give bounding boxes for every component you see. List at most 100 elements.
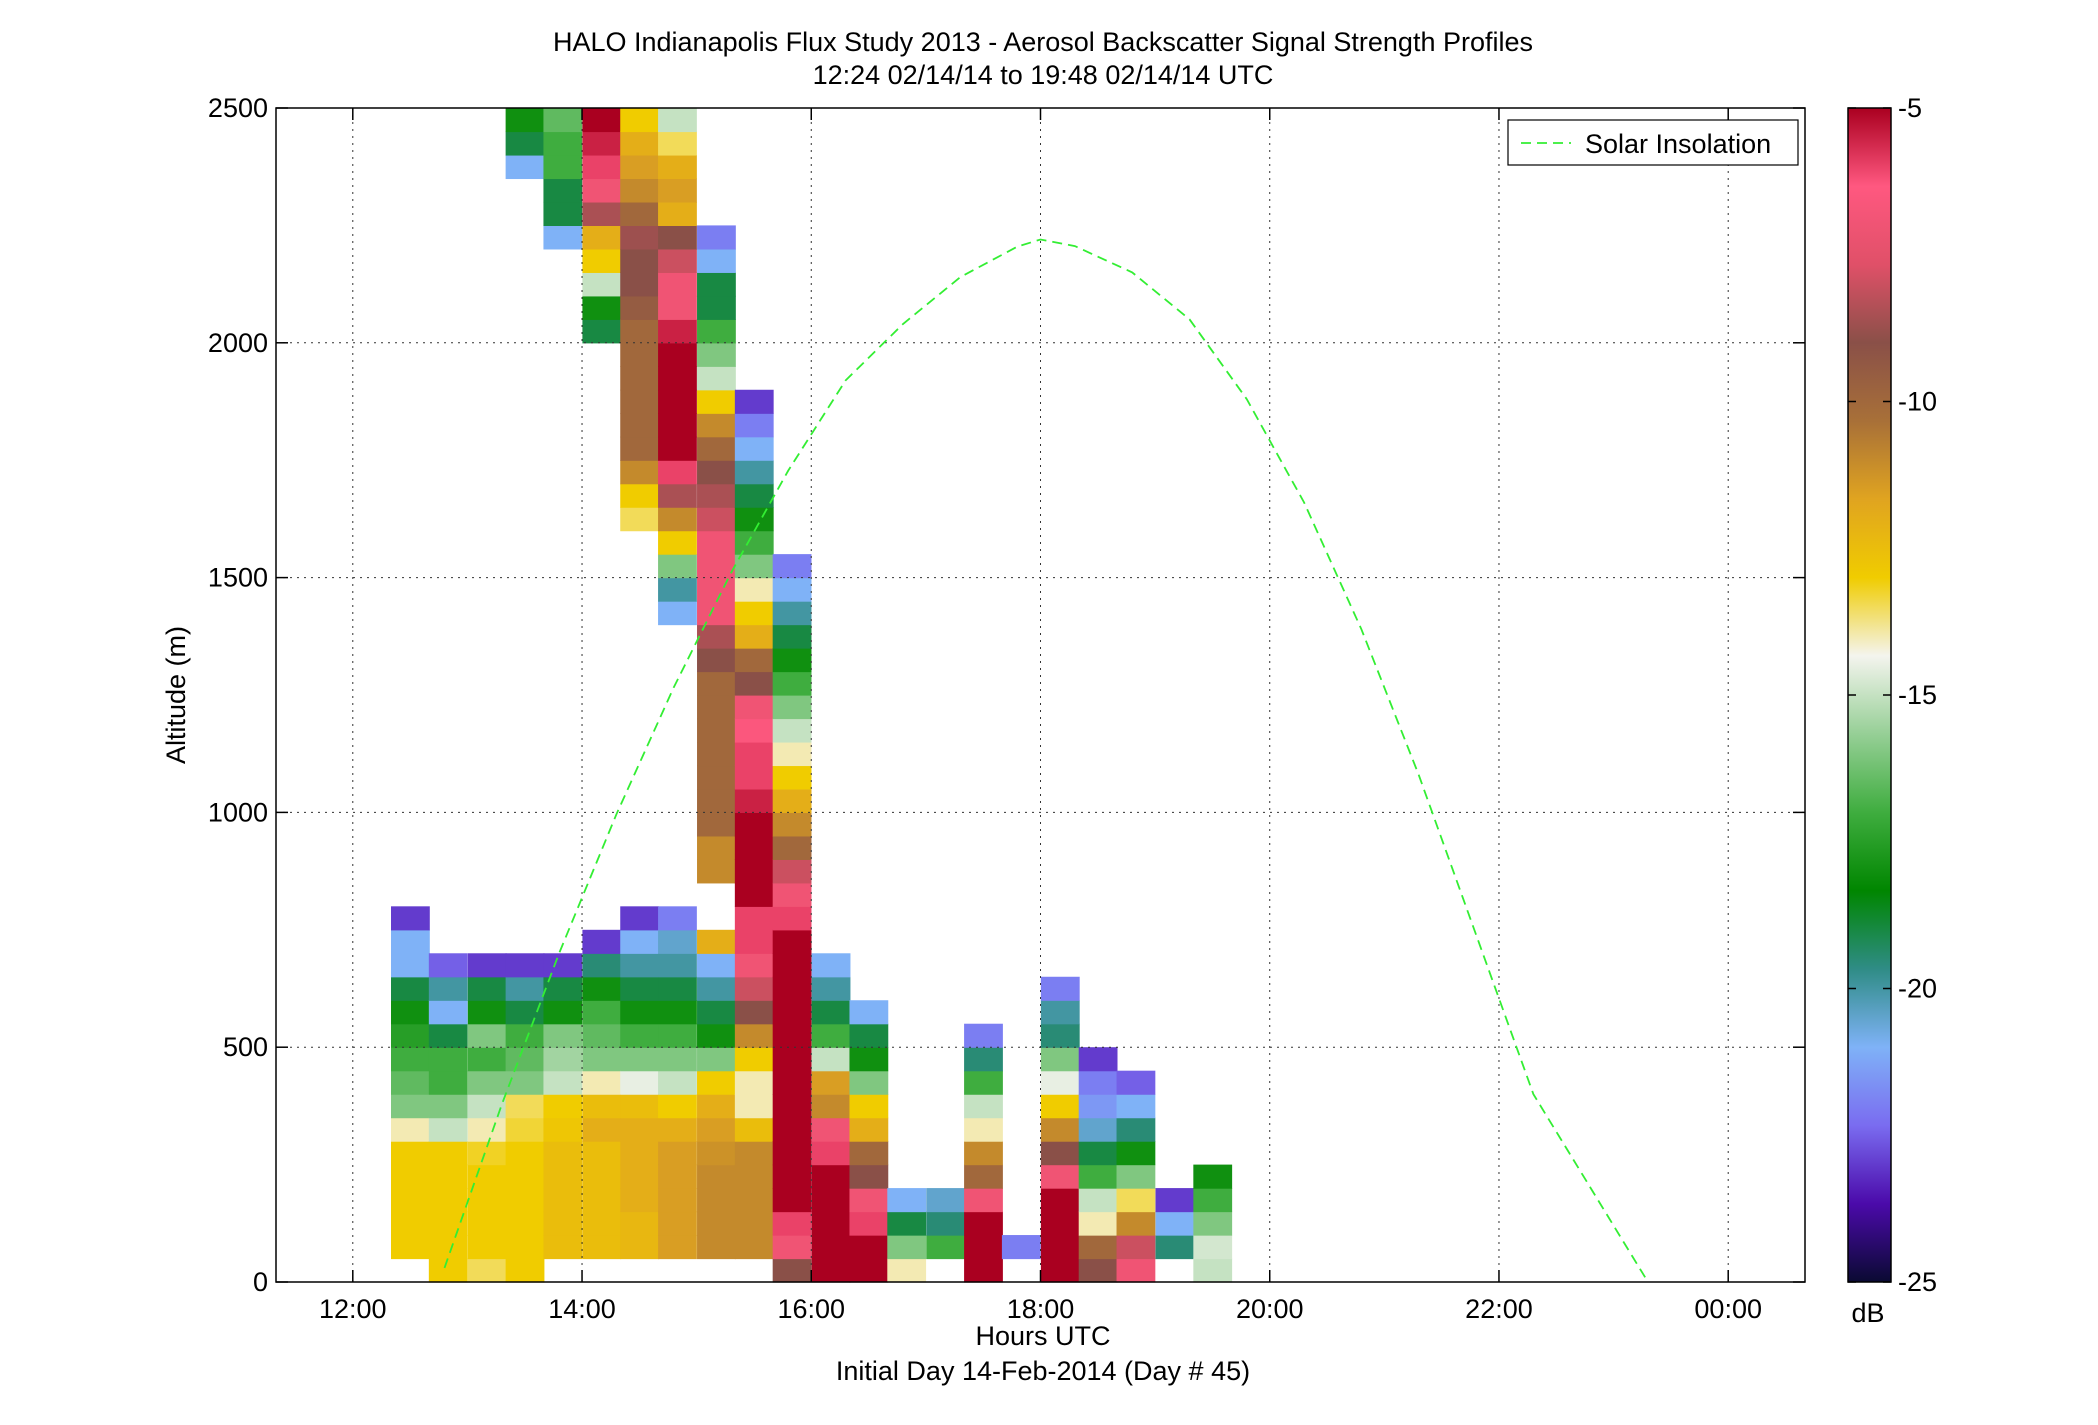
heatmap-cell: [849, 1211, 889, 1236]
heatmap-cell: [1116, 1188, 1156, 1213]
heatmap-cell: [620, 906, 660, 931]
heatmap-cell: [658, 436, 697, 461]
heatmap-cell: [620, 929, 660, 954]
heatmap-cell: [543, 131, 583, 156]
heatmap-cell: [582, 1023, 622, 1048]
heatmap-cell: [658, 1117, 697, 1142]
heatmap-cell: [964, 1094, 1003, 1119]
heatmap-cell: [849, 1235, 889, 1260]
heatmap-cell: [1001, 1235, 1041, 1260]
heatmap-cell: [658, 295, 697, 320]
y-axis-label: Altitude (m): [161, 626, 191, 764]
heatmap-cell: [1040, 1235, 1080, 1260]
heatmap-cell: [582, 201, 622, 226]
heatmap-cell: [734, 741, 774, 767]
heatmap-cell: [428, 1000, 468, 1025]
heatmap-cell: [658, 530, 697, 555]
colorbar: -25 -20 -15 -10 -5 dB: [1847, 93, 1937, 1328]
heatmap-cell: [1155, 1211, 1195, 1236]
heatmap-cell: [582, 1070, 622, 1095]
heatmap-cell: [697, 413, 736, 438]
heatmap-cell: [734, 1000, 774, 1025]
heatmap-cell: [697, 436, 736, 461]
y-tick-label: 2000: [208, 328, 268, 358]
heatmap-cell: [391, 1070, 430, 1095]
heatmap-cell: [620, 1023, 660, 1048]
solar-insolation-line: [443, 238, 1649, 1283]
y-tick-label: 1000: [208, 797, 268, 827]
chart-subtitle: 12:24 02/14/14 to 19:48 02/14/14 UTC: [813, 60, 1274, 90]
heatmap-cell: [620, 1211, 660, 1236]
heatmap-cell: [505, 1235, 545, 1260]
heatmap-cell: [620, 1188, 660, 1213]
heatmap-cell: [811, 1117, 851, 1142]
heatmap-cell: [428, 1047, 468, 1072]
heatmap-cell: [772, 1235, 812, 1260]
heatmap-cell: [964, 1141, 1003, 1166]
heatmap-cell: [620, 1235, 660, 1260]
heatmap-cell: [658, 507, 697, 532]
heatmap-cell: [582, 319, 622, 344]
heatmap-cell: [734, 1164, 774, 1189]
heatmap-cell: [811, 1141, 851, 1166]
heatmap-cell: [734, 1141, 774, 1166]
heatmap-cell: [543, 1023, 583, 1048]
heatmap-cell: [734, 554, 774, 579]
heatmap-cell: [543, 1070, 583, 1095]
heatmap-cell: [811, 1070, 851, 1095]
heatmap-cell: [658, 1023, 697, 1048]
heatmap-cell: [697, 1164, 736, 1189]
heatmap-cell: [620, 131, 660, 156]
heatmap-cell: [428, 1258, 468, 1283]
heatmap-cell: [1116, 1164, 1156, 1189]
heatmap-cell: [697, 483, 736, 508]
heatmap-cell: [620, 389, 660, 414]
heatmap-cell: [658, 108, 697, 133]
heatmap-cell: [849, 1000, 889, 1025]
heatmap-cell: [697, 812, 736, 837]
heatmap-cell: [772, 835, 812, 860]
heatmap-cell: [734, 389, 774, 414]
heatmap-cell: [772, 577, 812, 602]
heatmap-cell: [697, 765, 736, 790]
heatmap-cell: [734, 929, 774, 954]
heatmap-cell: [734, 953, 774, 978]
heatmap-cell: [620, 1000, 660, 1025]
x-tick-label: 16:00: [777, 1294, 845, 1324]
heatmap-cell: [1155, 1188, 1195, 1213]
heatmap-cell: [505, 1070, 545, 1095]
heatmap-cell: [734, 507, 774, 532]
heatmap-cell: [467, 1047, 507, 1072]
heatmap-cell: [658, 1235, 697, 1260]
heatmap-cell: [582, 248, 622, 273]
heatmap-cell: [811, 1023, 851, 1048]
heatmap-cell: [887, 1258, 927, 1283]
heatmap-cell: [772, 718, 812, 743]
heatmap-cell: [620, 319, 660, 344]
heatmap-cell: [582, 1094, 622, 1119]
heatmap-cell: [697, 342, 736, 367]
heatmap-cell: [391, 1164, 430, 1189]
heatmap-cell: [467, 1070, 507, 1095]
heatmap-cell: [1040, 1258, 1080, 1283]
solar-insolation-curve: [443, 238, 1649, 1283]
heatmap-cell: [964, 1164, 1003, 1189]
heatmap-cell: [620, 366, 660, 391]
heatmap-cell: [697, 718, 736, 743]
heatmap-cell: [926, 1235, 966, 1260]
heatmap-cell: [505, 1000, 545, 1025]
heatmap-cell: [543, 1211, 583, 1236]
y-tick-label: 1500: [208, 563, 268, 593]
heatmap-cell: [964, 1235, 1003, 1260]
heatmap-cell: [505, 1211, 545, 1236]
heatmap-cell: [1193, 1258, 1233, 1283]
heatmap-cell: [697, 530, 736, 555]
heatmap-cell: [734, 812, 774, 837]
heatmap-cell: [697, 319, 736, 344]
heatmap-cell: [1078, 1188, 1118, 1213]
heatmap-cell: [428, 1141, 468, 1166]
heatmap-cell: [811, 1047, 851, 1072]
heatmap-cell: [697, 1211, 736, 1236]
heatmap-cell: [697, 1047, 736, 1072]
heatmap-cells: [391, 108, 1233, 1283]
